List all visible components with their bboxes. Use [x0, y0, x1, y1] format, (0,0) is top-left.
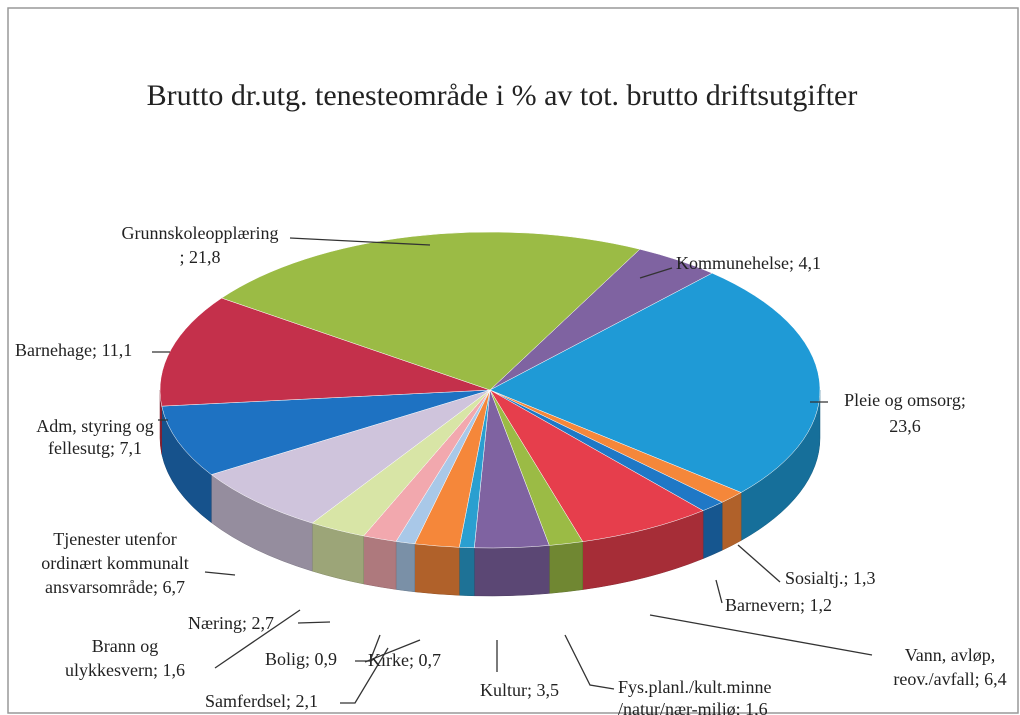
data-label-line: Adm, styring og: [36, 416, 154, 436]
leader-line: [297, 621, 331, 624]
chart-title: Brutto dr.utg. tenesteområde i % av tot.…: [147, 79, 858, 112]
data-label-line: Kultur; 3,5: [480, 680, 559, 700]
leader-line: [289, 237, 431, 246]
data-label: Sosialtj.; 1,3: [785, 568, 876, 588]
leader-line: [204, 571, 236, 576]
data-label: Tjenester utenfor ordinært kommunalt ansva…: [41, 529, 189, 597]
data-label-line: /natur/nær-miljø; 1,6: [618, 699, 768, 715]
data-label: Bolig; 0,9: [265, 649, 337, 669]
data-label-line: Næring; 2,7: [188, 613, 274, 633]
data-label: Vann, avløp, reov./avfall; 6,4: [893, 645, 1006, 689]
leader-line: [355, 634, 381, 662]
leader-line: [715, 579, 723, 604]
data-label-line: Pleie og omsorg;: [844, 390, 966, 410]
data-label-line: Sosialtj.; 1,3: [785, 568, 876, 588]
data-label-line: Brann og: [92, 636, 159, 656]
data-label-line: Grunnskoleopplæring: [122, 223, 279, 243]
slice-side: [474, 545, 550, 597]
leader-line: [639, 267, 673, 279]
slice-side: [414, 543, 460, 596]
slice: [489, 272, 821, 493]
leader-line: [737, 544, 781, 583]
data-label: Kultur; 3,5: [480, 680, 559, 700]
data-label: Pleie og omsorg; 23,6: [844, 390, 966, 436]
data-label-line: ulykkesvern; 1,6: [65, 660, 185, 680]
slice: [210, 389, 491, 524]
frame: [7, 7, 1019, 714]
data-label-line: Fys.planl./kult.minne: [618, 677, 772, 697]
leader-line: [364, 639, 421, 663]
data-label-line: Kommunehelse; 4,1: [676, 253, 821, 273]
data-label-line: Kirke; 0,7: [368, 650, 441, 670]
data-label: Kommunehelse; 4,1: [676, 253, 821, 273]
data-label-line: Barnevern; 1,2: [725, 595, 832, 615]
data-label-line: ; 21,8: [179, 247, 220, 267]
data-label-line: Barnehage; 11,1: [15, 340, 132, 360]
slice-side: [395, 541, 415, 593]
data-label-line: Vann, avløp,: [905, 645, 995, 665]
data-label: Barnevern; 1,2: [725, 595, 832, 615]
leader-line: [564, 634, 615, 690]
slice: [159, 297, 491, 407]
data-label-line: fellesutg; 7,1: [48, 438, 142, 458]
data-label-line: Bolig; 0,9: [265, 649, 337, 669]
data-label: Brann og ulykkesvern; 1,6: [65, 636, 185, 680]
data-label-line: ansvarsområde; 6,7: [45, 577, 185, 597]
slice-side: [702, 501, 723, 560]
data-label-line: Tjenester utenfor: [53, 529, 176, 549]
data-label: Kirke; 0,7: [368, 650, 441, 670]
data-label: Samferdsel; 2,1: [205, 691, 318, 711]
data-label-line: reov./avfall; 6,4: [893, 669, 1006, 689]
data-label: Fys.planl./kult.minne/natur/nær-miljø; 1…: [618, 677, 772, 715]
slice: [489, 389, 704, 542]
leader-line: [214, 609, 301, 669]
slice: [221, 231, 641, 391]
data-label: Barnehage; 11,1: [15, 340, 132, 360]
data-label-line: ordinært kommunalt: [41, 553, 189, 573]
data-label-line: 23,6: [889, 416, 921, 436]
leader-line: [340, 647, 389, 704]
data-label-line: Samferdsel; 2,1: [205, 691, 318, 711]
slice-side: [459, 547, 475, 597]
slice-side: [363, 535, 397, 590]
slice-side: [549, 541, 583, 594]
slice: [161, 389, 491, 475]
data-label: Næring; 2,7: [188, 613, 274, 633]
data-label: Adm, styring og fellesutg; 7,1: [36, 416, 154, 458]
data-label: Grunnskoleopplæring ; 21,8: [122, 223, 279, 267]
leader-line: [649, 614, 873, 656]
